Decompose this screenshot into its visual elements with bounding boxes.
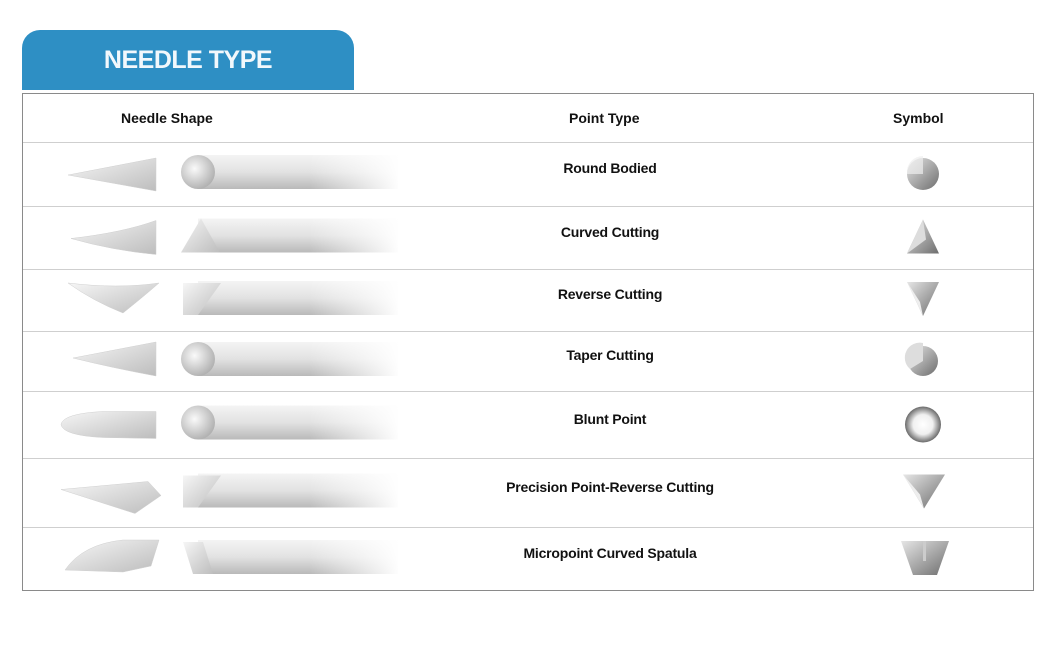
spatula-symbol-icon xyxy=(901,541,949,575)
header-symbol: Symbol xyxy=(893,110,944,126)
point-type-label: Micropoint Curved Spatula xyxy=(523,545,697,561)
table-row: Taper Cutting xyxy=(23,331,1033,392)
needle-tip-icon xyxy=(67,282,160,314)
needle-tip-icon xyxy=(72,341,157,377)
table-row: Micropoint Curved Spatula xyxy=(23,527,1033,591)
table-row: Reverse Cutting xyxy=(23,269,1033,332)
ring-symbol-icon xyxy=(905,406,941,443)
needle-body-icon xyxy=(181,341,400,377)
point-type-label: Taper Cutting xyxy=(566,347,654,363)
table-row: Blunt Point xyxy=(23,391,1033,459)
needle-illustration xyxy=(60,472,945,514)
needle-illustration xyxy=(64,539,949,575)
needle-body-icon xyxy=(181,154,400,190)
table-row: Round Bodied xyxy=(23,142,1033,207)
needle-body-icon xyxy=(181,404,400,441)
header-point-type: Point Type xyxy=(569,110,640,126)
round-bodied-symbol-icon xyxy=(906,155,939,190)
needle-type-title: NEEDLE TYPE xyxy=(22,30,354,90)
needle-illustration xyxy=(67,280,939,316)
table-row: Precision Point-Reverse Cutting xyxy=(23,458,1033,528)
needle-tip-icon xyxy=(64,539,160,573)
table-row: Curved Cutting xyxy=(23,206,1033,270)
triangle-down-symbol-icon xyxy=(907,282,939,316)
needle-body-icon xyxy=(183,472,400,509)
needle-body-icon xyxy=(181,217,400,254)
needle-type-table: Needle Shape Point Type Symbol Round Bod… xyxy=(22,93,1034,591)
needle-tip-icon xyxy=(70,220,157,255)
triangle-up-symbol-icon xyxy=(907,219,939,254)
point-type-label: Round Bodied xyxy=(563,160,657,176)
point-type-label: Curved Cutting xyxy=(560,223,660,240)
table-header: Needle Shape Point Type Symbol xyxy=(23,94,1033,143)
needle-illustration xyxy=(70,217,939,255)
needle-body-icon xyxy=(183,539,400,575)
header-needle-shape: Needle Shape xyxy=(121,110,213,126)
needle-illustration xyxy=(60,404,941,443)
needle-tip-icon xyxy=(67,157,157,192)
needle-body-icon xyxy=(183,280,400,316)
point-type-label: Precision Point-Reverse Cutting xyxy=(506,478,714,495)
taper-cutting-symbol-icon xyxy=(904,342,938,376)
needle-tip-icon xyxy=(60,411,157,439)
needle-illustration xyxy=(72,341,938,377)
needle-illustration xyxy=(67,154,939,192)
point-type-label: Blunt Point xyxy=(573,410,647,427)
needle-tip-icon xyxy=(60,481,162,514)
triangle-down-large-symbol-icon xyxy=(903,474,945,509)
point-type-label: Reverse Cutting xyxy=(557,286,663,302)
